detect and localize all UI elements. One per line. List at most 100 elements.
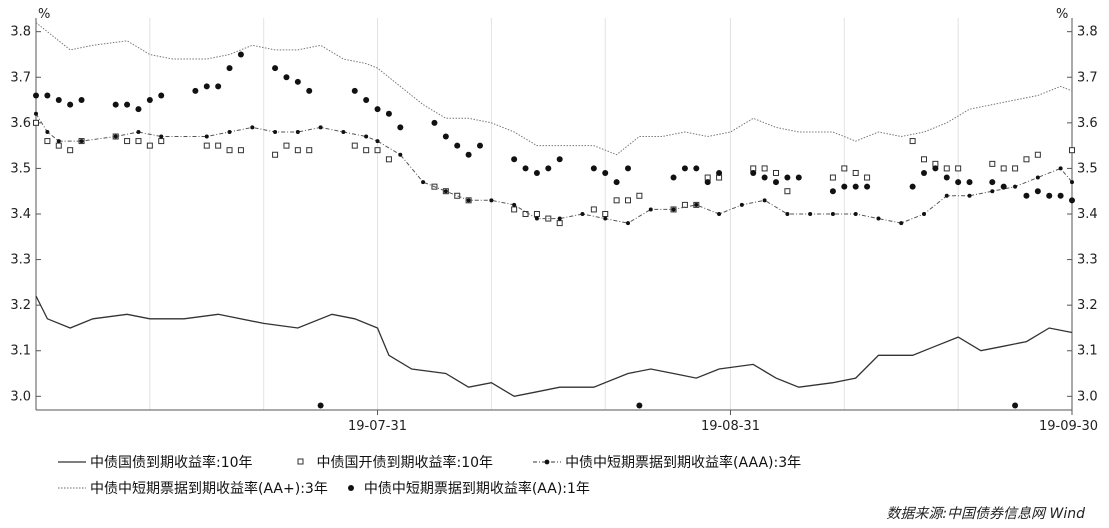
data-point bbox=[829, 174, 836, 181]
data-point bbox=[625, 165, 631, 172]
data-point bbox=[522, 211, 529, 217]
data-point bbox=[932, 165, 939, 172]
y-tick-label-right: 3.0 bbox=[1077, 389, 1098, 404]
data-point bbox=[78, 97, 85, 104]
data-point bbox=[556, 220, 563, 227]
data-point bbox=[626, 221, 630, 226]
data-point bbox=[1035, 175, 1040, 180]
data-point bbox=[146, 142, 153, 149]
data-point bbox=[841, 165, 848, 172]
legend-item-mtn-aaa-3y: 中债中短期票据到期收益率(AAA):3年 bbox=[533, 452, 801, 472]
data-point bbox=[717, 212, 722, 216]
data-point bbox=[374, 106, 381, 113]
data-point bbox=[966, 179, 973, 186]
data-point bbox=[943, 174, 950, 181]
data-point bbox=[124, 138, 131, 145]
y-tick-label-left: 3.3 bbox=[10, 253, 31, 268]
data-point bbox=[1000, 165, 1007, 172]
data-point bbox=[750, 169, 757, 176]
data-point bbox=[580, 212, 585, 216]
series-line bbox=[35, 295, 1073, 397]
data-point bbox=[215, 142, 222, 149]
data-point bbox=[533, 211, 540, 217]
data-point bbox=[841, 183, 848, 190]
data-point bbox=[681, 201, 688, 208]
y-tick-label-right: 3.8 bbox=[1077, 25, 1098, 40]
y-tick-label-right: 3.2 bbox=[1077, 298, 1098, 313]
data-point bbox=[1034, 151, 1041, 158]
data-point bbox=[909, 138, 916, 145]
data-point bbox=[34, 111, 38, 116]
data-point bbox=[693, 165, 700, 172]
data-point bbox=[44, 138, 51, 145]
legend-square-marker-icon bbox=[297, 458, 304, 465]
data-point bbox=[397, 124, 404, 131]
data-point bbox=[351, 142, 358, 149]
data-point bbox=[511, 156, 518, 163]
data-point bbox=[204, 134, 209, 139]
data-point bbox=[1023, 156, 1030, 163]
data-point bbox=[398, 152, 403, 157]
data-point bbox=[294, 147, 301, 154]
data-point bbox=[1034, 188, 1041, 195]
legend-dot-marker-icon bbox=[347, 485, 354, 491]
data-point bbox=[317, 402, 324, 409]
series-line bbox=[35, 22, 1073, 156]
data-point bbox=[773, 179, 779, 186]
data-point bbox=[762, 198, 767, 203]
data-point bbox=[489, 198, 494, 203]
data-point bbox=[909, 183, 916, 190]
data-point bbox=[306, 87, 313, 94]
data-point bbox=[795, 174, 802, 181]
data-point bbox=[557, 216, 562, 221]
data-point bbox=[283, 142, 290, 149]
data-point bbox=[602, 211, 609, 217]
data-point bbox=[590, 206, 597, 213]
data-point bbox=[545, 215, 552, 222]
data-point bbox=[784, 174, 791, 181]
data-point bbox=[648, 207, 653, 212]
data-point bbox=[237, 147, 244, 154]
series-line bbox=[35, 113, 1073, 224]
data-point bbox=[784, 188, 791, 195]
data-point bbox=[1012, 402, 1019, 409]
data-point bbox=[79, 139, 84, 144]
chart-axes: % % bbox=[35, 7, 1073, 411]
data-point bbox=[250, 125, 255, 130]
left-unit-label: % bbox=[38, 7, 50, 22]
data-point bbox=[899, 221, 904, 226]
data-point bbox=[853, 212, 858, 216]
data-point bbox=[55, 142, 62, 149]
y-ticks: 3.0 3.0 3.1 3.1 3.2 3.2 3.3 3.3 3.4 3.4 3.5 3.5 3.6 3… bbox=[10, 25, 1097, 405]
y-tick-label-right: 3.5 bbox=[1077, 161, 1098, 176]
series-0 bbox=[35, 295, 1073, 397]
data-point bbox=[466, 198, 471, 203]
y-tick-label-left: 3.1 bbox=[10, 344, 31, 359]
y-tick-label-left: 3.5 bbox=[10, 161, 31, 176]
series-4 bbox=[33, 51, 1075, 409]
data-point bbox=[318, 125, 323, 130]
data-point bbox=[545, 165, 552, 172]
data-point bbox=[158, 92, 165, 99]
data-point bbox=[431, 119, 438, 126]
data-point bbox=[1046, 192, 1053, 199]
data-point bbox=[237, 51, 244, 58]
y-tick-label-right: 3.7 bbox=[1077, 70, 1098, 85]
data-point bbox=[603, 216, 608, 221]
x-ticks: 19-07-31 19-08-31 19-09-30 bbox=[348, 410, 1098, 434]
data-point bbox=[44, 92, 51, 99]
series-3 bbox=[35, 22, 1073, 156]
data-point bbox=[203, 83, 210, 90]
data-point bbox=[283, 74, 290, 81]
legend-item-govt-10y: 中债国债到期收益率:10年 bbox=[58, 452, 253, 472]
data-point bbox=[625, 197, 631, 204]
data-point bbox=[852, 183, 859, 190]
data-point bbox=[512, 202, 517, 207]
data-point bbox=[477, 142, 483, 149]
data-point bbox=[364, 134, 369, 139]
data-point bbox=[1069, 197, 1075, 204]
data-point bbox=[602, 169, 609, 176]
data-point bbox=[454, 192, 461, 199]
data-point bbox=[1058, 166, 1063, 171]
y-tick-label-left: 3.0 bbox=[10, 389, 31, 404]
